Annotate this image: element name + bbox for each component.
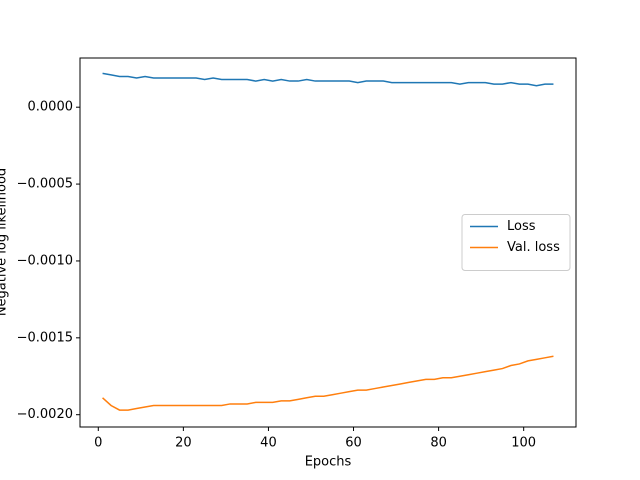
y-axis-label: Negative log likelihood	[0, 168, 10, 316]
plot-frame	[79, 57, 577, 428]
y-tick-label: −0.0015	[17, 330, 73, 345]
legend-label: Val. loss	[507, 240, 560, 255]
y-tick-label: −0.0010	[17, 253, 73, 268]
x-axis-label: Epochs	[305, 455, 352, 470]
line-series	[102, 72, 554, 87]
legend-label: Loss	[507, 219, 536, 234]
x-tick-label: 100	[511, 436, 536, 451]
y-tick-label: −0.0005	[17, 177, 73, 192]
legend-box	[461, 214, 571, 271]
x-tick-label: 20	[175, 436, 192, 451]
line-series	[102, 355, 554, 411]
x-tick-label: 60	[345, 436, 362, 451]
x-tick-label: 0	[94, 436, 102, 451]
x-tick-label: 80	[430, 436, 447, 451]
x-tick-label: 40	[260, 436, 277, 451]
y-tick-label: −0.0020	[17, 407, 73, 422]
y-tick-label: 0.0000	[28, 100, 74, 115]
